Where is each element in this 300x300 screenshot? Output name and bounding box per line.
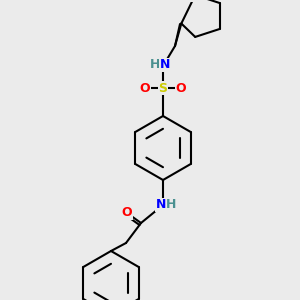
Text: O: O <box>190 0 200 2</box>
Text: O: O <box>140 82 150 94</box>
Text: O: O <box>122 206 132 220</box>
Text: H: H <box>166 199 176 212</box>
Text: N: N <box>160 58 170 71</box>
Text: S: S <box>158 82 167 94</box>
Text: N: N <box>156 199 166 212</box>
Text: O: O <box>176 82 186 94</box>
Text: H: H <box>150 58 160 71</box>
